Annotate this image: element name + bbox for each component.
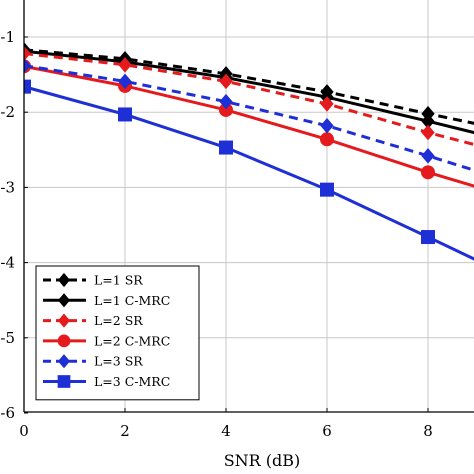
data-point-l-3-c-mrc-x2 (118, 107, 132, 122)
y-tick-label: -2 (0, 103, 15, 121)
series-line-l-2-sr (24, 52, 474, 147)
data-point-l-2-sr-x8 (421, 124, 435, 141)
data-point-l-2-c-mrc-x8 (421, 165, 435, 180)
y-tick-label: -3 (0, 178, 15, 196)
data-point-l-3-c-mrc-x0 (24, 79, 31, 94)
legend-swatch-marker (57, 375, 71, 388)
x-tick-label: 6 (322, 422, 332, 440)
series-l-3-c-mrc (24, 79, 474, 261)
x-tick-label: 8 (423, 422, 433, 440)
legend-label: L=2 SR (94, 313, 143, 328)
data-point-l-2-sr-x4 (219, 73, 233, 90)
legend-label: L=3 C-MRC (94, 374, 170, 389)
legend-label: L=2 C-MRC (94, 333, 170, 348)
y-tick-label: -1 (0, 28, 15, 46)
data-point-l-3-sr-x2 (118, 73, 132, 90)
legend: L=1 SR L=1 C-MRC L=2 SR L=2 C-MRC L=3 SR L=3 … (35, 265, 200, 401)
y-tick-label: -5 (0, 329, 15, 347)
data-point-l-3-sr-x0 (24, 57, 31, 74)
data-point-l-3-c-mrc-x8 (421, 230, 435, 245)
y-tick-label: -4 (0, 254, 15, 272)
legend-swatch-marker (57, 313, 71, 328)
x-tick-label: 4 (221, 422, 231, 440)
data-point-l-3-sr-x8 (421, 148, 435, 164)
series-line-l-3-c-mrc (24, 85, 474, 261)
series-line-l-3-sr (24, 64, 474, 172)
series-layer (24, 42, 474, 261)
data-point-l-3-c-mrc-x4 (219, 140, 233, 155)
data-point-l-2-sr-x2 (118, 57, 132, 73)
legend-entry-l-2-sr: L=2 SR (43, 313, 143, 328)
x-axis: 0 2 4 6 8 (19, 408, 433, 440)
legend-entry-l-1-c-mrc: L=1 C-MRC (43, 293, 170, 308)
x-tick-label: 0 (19, 422, 29, 440)
legend-label: L=3 SR (94, 354, 143, 369)
legend-swatch-marker (57, 293, 71, 308)
legend-label: L=1 SR (94, 273, 143, 288)
data-point-l-2-sr-x0 (24, 45, 31, 62)
y-tick-label: -6 (0, 404, 15, 422)
data-point-l-2-c-mrc-x6 (320, 132, 334, 147)
data-point-l-2-sr-x6 (320, 96, 334, 112)
series-line-l-2-c-mrc (24, 64, 474, 188)
legend-entry-l-2-c-mrc: L=2 C-MRC (43, 333, 170, 348)
legend-entry-l-1-sr: L=1 SR (43, 273, 143, 288)
series-l-3-sr (24, 57, 474, 172)
y-axis: -1 -2 -3 -4 -5 -6 (0, 28, 28, 422)
series-line-l-1-c-mrc (24, 49, 474, 135)
series-line-l-1-sr (24, 48, 474, 125)
legend-swatch-marker (57, 272, 71, 288)
data-point-l-3-sr-x4 (219, 93, 233, 110)
legend-swatch-marker (57, 334, 71, 348)
series-l-2-sr (24, 45, 474, 147)
legend-swatch-marker (57, 354, 71, 369)
data-point-l-3-c-mrc-x6 (320, 182, 334, 197)
x-tick-label: 2 (120, 422, 130, 440)
x-axis-label: SNR (dB) (224, 451, 301, 470)
data-point-l-3-sr-x6 (320, 117, 334, 134)
legend-entry-l-3-c-mrc: L=3 C-MRC (43, 374, 170, 389)
legend-entry-l-3-sr: L=3 SR (43, 354, 143, 369)
legend-label: L=1 C-MRC (94, 293, 170, 308)
